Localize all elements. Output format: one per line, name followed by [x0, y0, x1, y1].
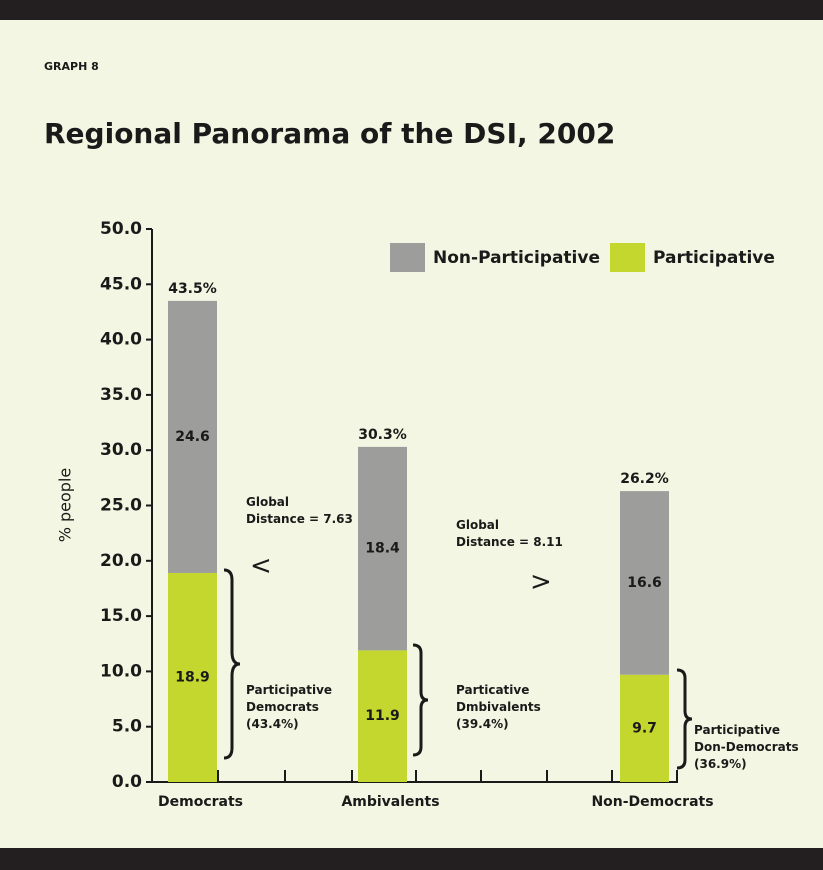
annotation-line: (39.4%): [456, 717, 509, 731]
value-label: 9.7: [632, 720, 657, 736]
y-tick-label: 5.0: [112, 717, 142, 737]
top-band: [0, 0, 823, 20]
legend-swatch: [390, 243, 425, 272]
y-tick-label: 20.0: [100, 551, 142, 571]
x-tick-label: Non-Democrats: [591, 794, 713, 810]
annotation-line: Participative: [694, 723, 780, 737]
y-tick-label: 25.0: [100, 496, 142, 516]
legend-label: Participative: [653, 248, 775, 268]
annotation-line: (36.9%): [694, 757, 747, 771]
total-label: 26.2%: [620, 471, 669, 487]
annotation-line: Democrats: [246, 700, 319, 714]
graph-label: GRAPH 8: [44, 60, 99, 73]
y-tick-label: 0.0: [112, 772, 142, 792]
annotation-line: Global: [246, 495, 289, 509]
chart-title: Regional Panorama of the DSI, 2002: [44, 117, 615, 150]
value-label: 24.6: [175, 429, 210, 445]
y-tick-label: 30.0: [100, 440, 142, 460]
y-axis-label: % people: [56, 468, 75, 543]
x-minor-ticks: [217, 770, 678, 782]
legend-swatch: [610, 243, 645, 272]
y-tick-label: 45.0: [100, 274, 142, 294]
braces: [223, 568, 693, 770]
value-label: 11.9: [365, 708, 400, 724]
annotation: Participative Democrats (43.4%): [246, 683, 332, 731]
annotation: Participative Don-Democrats (36.9%): [694, 723, 799, 771]
total-label: 43.5%: [168, 281, 217, 297]
y-tick-label: 15.0: [100, 606, 142, 626]
bottom-band: [0, 848, 823, 870]
annotation: Global Distance = 7.63: [246, 495, 353, 526]
total-label: 30.3%: [358, 427, 407, 443]
x-tick-label: Democrats: [158, 794, 243, 810]
annotation-line: Don-Democrats: [694, 740, 799, 754]
annotation: >: [530, 567, 552, 597]
annotation-line: <: [250, 551, 272, 581]
bar-segment: [620, 674, 669, 782]
annotation-line: >: [530, 567, 552, 597]
y-tick-label: 35.0: [100, 385, 142, 405]
annotation: Particative Dmbivalents (39.4%): [456, 683, 541, 731]
y-tick-label: 10.0: [100, 661, 142, 681]
legend-label: Non-Participative: [433, 248, 600, 268]
value-label: 18.9: [175, 669, 210, 685]
bar-segment: [620, 491, 669, 675]
y-tick-label: 50.0: [100, 219, 142, 239]
x-tick-label: Ambivalents: [341, 794, 439, 810]
annotation-line: (43.4%): [246, 717, 299, 731]
annotation: <: [250, 551, 272, 581]
bar-segment: [358, 446, 407, 651]
bar-segment: [358, 650, 407, 782]
bar-segment: [168, 300, 217, 573]
annotation-line: Distance = 7.63: [246, 512, 353, 526]
annotation-line: Participative: [246, 683, 332, 697]
value-label: 18.4: [365, 541, 400, 557]
annotation-line: Global: [456, 518, 499, 532]
annotation: Global Distance = 8.11: [456, 518, 563, 549]
annotation-line: Particative: [456, 683, 529, 697]
annotation-line: Dmbivalents: [456, 700, 541, 714]
bar-segment: [168, 572, 217, 782]
annotation-line: Distance = 8.11: [456, 535, 563, 549]
value-label: 16.6: [627, 575, 662, 591]
y-tick-label: 40.0: [100, 330, 142, 350]
